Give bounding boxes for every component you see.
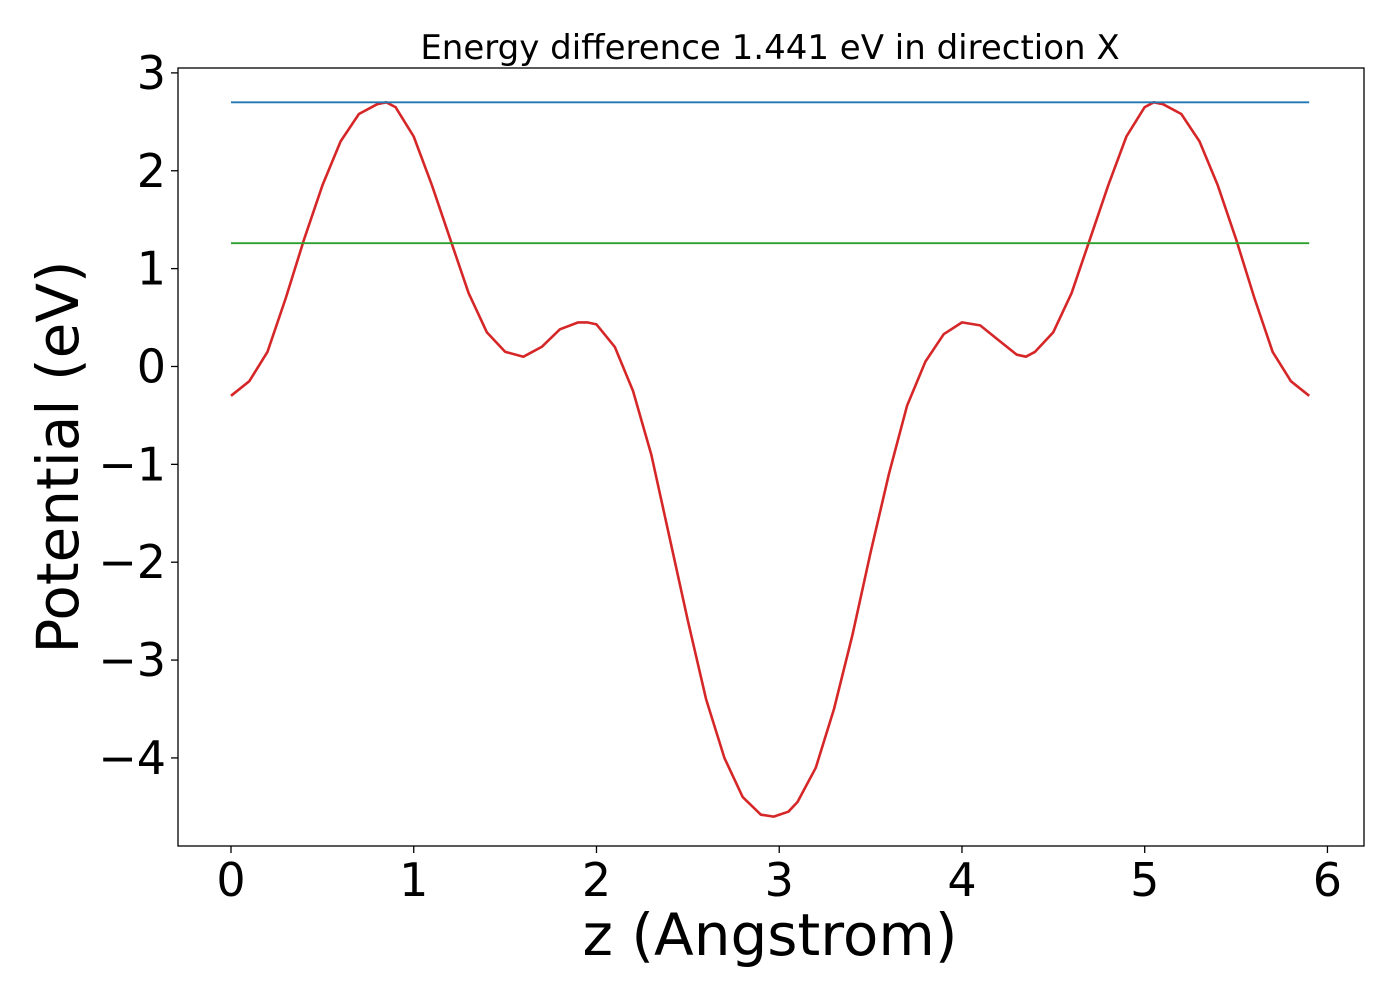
series-line-0 xyxy=(230,101,1311,818)
x-tick-label: 6 xyxy=(1313,853,1342,907)
x-tick-label: 0 xyxy=(216,853,245,907)
x-tick-label: 4 xyxy=(947,853,976,907)
plot-lines xyxy=(230,101,1311,818)
chart-title: Energy difference 1.441 eV in direction … xyxy=(420,28,1119,68)
x-tick-label: 3 xyxy=(765,853,794,907)
x-tick-label: 2 xyxy=(582,853,611,907)
x-axis-label: z (Angstrom) xyxy=(583,901,958,969)
y-tick-label: −4 xyxy=(98,731,166,785)
y-tick-label: 3 xyxy=(137,46,166,100)
x-tick-label: 1 xyxy=(399,853,428,907)
plot-frame xyxy=(177,67,1365,847)
y-axis: −4 −3 −2 −1 0 1 2 3 xyxy=(98,46,178,785)
y-tick-label: −1 xyxy=(98,437,166,491)
y-axis-label: Potential (eV) xyxy=(24,260,92,653)
y-tick-label: 0 xyxy=(137,339,166,393)
y-tick-label: −3 xyxy=(98,633,166,687)
y-tick-label: 2 xyxy=(137,144,166,198)
x-tick-label: 5 xyxy=(1130,853,1159,907)
y-tick-label: 1 xyxy=(137,242,166,296)
x-axis: 0 1 2 3 4 5 6 xyxy=(216,846,1342,907)
y-tick-label: −2 xyxy=(98,535,166,589)
